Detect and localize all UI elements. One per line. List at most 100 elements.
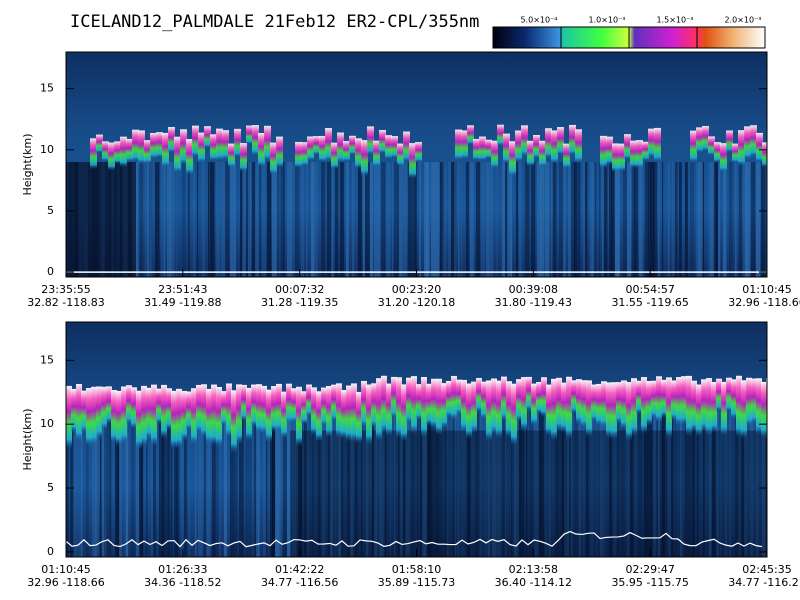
cloud (349, 135, 356, 155)
x-position-label: 34.36 -118.52 (144, 576, 221, 589)
texture (438, 411, 443, 557)
x-position-label: 31.20 -120.18 (378, 296, 455, 309)
cloud (481, 381, 487, 420)
cloud (396, 377, 402, 439)
cloud (563, 143, 570, 169)
cloud (744, 126, 751, 160)
cloud (708, 136, 715, 156)
cloud (231, 390, 237, 453)
texture (586, 411, 589, 557)
texture (679, 162, 682, 277)
texture (400, 411, 404, 557)
cloud (296, 386, 302, 447)
texture (372, 411, 376, 557)
cloud (631, 378, 637, 437)
cloud (385, 135, 392, 160)
texture (609, 162, 612, 277)
cloud (596, 383, 602, 426)
cloud (108, 142, 115, 171)
cloud (509, 141, 516, 177)
cloud (521, 125, 528, 157)
texture (697, 411, 699, 557)
texture (751, 162, 755, 277)
cloud (162, 132, 169, 168)
cloud (654, 127, 661, 162)
y-axis-label: Height(km) (21, 408, 34, 470)
cloud (201, 384, 207, 438)
cloud (276, 383, 282, 433)
cloud (397, 143, 404, 166)
cloud (264, 125, 271, 161)
texture (539, 411, 544, 557)
x-tick-label: 02:29:47 (625, 563, 674, 576)
texture (660, 411, 663, 557)
cloud (456, 379, 462, 415)
texture (255, 162, 260, 277)
cloud (557, 127, 564, 156)
cloud (726, 377, 732, 413)
texture (390, 411, 392, 557)
texture (379, 411, 384, 557)
cloud (491, 378, 497, 435)
cloud (411, 376, 417, 435)
texture (398, 411, 400, 557)
cloud (501, 376, 507, 422)
attenuation (66, 162, 136, 277)
texture (141, 411, 143, 557)
texture (394, 162, 398, 277)
texture (585, 162, 588, 277)
texture (287, 162, 292, 277)
texture (534, 411, 539, 557)
texture (219, 411, 221, 557)
cloud (101, 386, 107, 430)
texture (696, 162, 700, 277)
texture (741, 411, 745, 557)
cloud (539, 140, 546, 167)
texture (617, 162, 619, 277)
cloud (391, 136, 398, 159)
texture (212, 411, 216, 557)
cloud (171, 390, 177, 449)
texture (680, 411, 683, 557)
texture (136, 411, 141, 557)
cloud (471, 381, 477, 434)
texture (328, 411, 331, 557)
cloud (221, 391, 227, 426)
cloud (545, 128, 552, 159)
texture (675, 411, 677, 557)
texture (491, 162, 494, 277)
texture (361, 411, 363, 557)
texture (385, 411, 387, 557)
texture (86, 411, 89, 557)
texture (448, 162, 453, 277)
texture (653, 411, 658, 557)
cloud (311, 387, 317, 436)
cloud (676, 377, 682, 426)
texture (258, 411, 260, 557)
y-tick-label: 10 (40, 143, 54, 156)
texture (444, 411, 449, 557)
texture (609, 411, 613, 557)
cloud (527, 140, 534, 167)
texture (703, 162, 705, 277)
texture (574, 411, 578, 557)
cloud (90, 138, 97, 170)
texture (352, 162, 355, 277)
texture (574, 162, 578, 277)
texture (479, 411, 483, 557)
cloud (701, 379, 707, 432)
cloud (371, 383, 377, 429)
texture (419, 162, 422, 277)
x-position-label: 35.95 -115.75 (611, 576, 688, 589)
cloud (141, 385, 147, 448)
cloud (756, 132, 763, 163)
texture (590, 162, 593, 277)
texture (486, 162, 490, 277)
cloud (176, 388, 182, 449)
cloud (515, 130, 522, 163)
texture (306, 162, 308, 277)
cloud (711, 381, 717, 434)
texture (252, 162, 256, 277)
x-tick-label: 23:35:55 (41, 283, 90, 296)
cloud (467, 125, 474, 145)
